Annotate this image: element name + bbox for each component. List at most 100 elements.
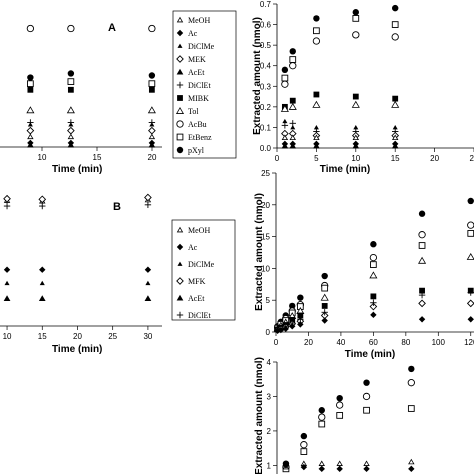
point-diclet <box>289 319 296 327</box>
point-acbu <box>407 379 415 387</box>
point-tol <box>312 100 321 108</box>
x-tick-label: 30 <box>143 332 152 341</box>
point-meoh <box>336 460 343 466</box>
y-tick-label: 0.5 <box>260 41 272 50</box>
point-acet <box>38 295 46 302</box>
legend-label-mibk: MIBK <box>188 94 209 103</box>
panel-a-xticks <box>41 147 153 151</box>
panel-b-ticks: 10 15 20 25 30 <box>3 326 153 341</box>
point-pxyl <box>313 15 320 22</box>
bottom-ticks: 1 2 3 4 <box>267 358 277 470</box>
legend-label-tol: Tol <box>188 107 199 116</box>
point-acbu <box>289 62 297 70</box>
point-etbenz <box>391 21 399 28</box>
legend-b-box <box>171 219 236 321</box>
point-pxyl <box>467 197 474 205</box>
point-etbenz <box>289 56 297 63</box>
legend-b: MeOH Ac DiClMe MFK AcEt DiClEt <box>171 219 236 321</box>
point-diclet <box>39 202 46 210</box>
point-diclme <box>353 125 359 130</box>
panel-top-right: 0 5 10 15 20 25 0.0 0.1 0.2 0.3 0.4 0.5 0.6 0.7 Extra… <box>252 0 474 175</box>
y-tick-label: 0.7 <box>260 0 272 9</box>
point-tol <box>66 106 75 114</box>
point-acet <box>352 142 360 149</box>
x-tick-label: 20 <box>430 154 439 163</box>
legend-marker-meoh <box>176 16 184 23</box>
x-tick-label: 15 <box>391 154 400 163</box>
point-meoh <box>318 460 325 466</box>
point-mibk <box>370 293 377 300</box>
point-ac <box>318 465 325 473</box>
point-etbenz <box>418 242 426 249</box>
point-pxyl <box>297 294 304 301</box>
legend-marker-acet <box>176 294 184 301</box>
legend-label-acet: AcEt <box>188 294 205 303</box>
point-meoh <box>281 134 289 141</box>
x-tick-label: 10 <box>351 154 360 163</box>
panel-a-xlabel: Time (min) <box>52 164 102 175</box>
panel-b-points <box>3 193 152 302</box>
legend-label-ac: Ac <box>188 29 198 38</box>
point-ac <box>300 463 308 471</box>
legend-marker-mibk <box>177 95 183 101</box>
point-tol <box>369 271 378 279</box>
point-meoh <box>289 134 296 141</box>
point-diclme <box>392 125 398 130</box>
point-pxyl <box>318 407 325 414</box>
point-mibk <box>67 86 74 93</box>
point-meoh <box>408 458 415 465</box>
point-pxyl <box>27 74 34 81</box>
point-mibk <box>289 97 296 104</box>
legend-marker-meoh <box>176 226 184 233</box>
legend-label-acet: AcEt <box>188 68 205 77</box>
point-acbu <box>318 413 326 421</box>
x-tick-label: 5 <box>314 154 319 163</box>
legend-marker-ac <box>176 243 184 251</box>
point-mibk <box>392 95 399 102</box>
point-diclme <box>290 125 296 130</box>
panel-a-xtick-label: 15 <box>93 153 102 162</box>
point-pxyl <box>352 9 359 16</box>
point-ac <box>467 316 474 323</box>
point-tol <box>418 256 427 264</box>
point-ac <box>297 321 304 328</box>
legend-label-pxyl: pXyl <box>188 146 205 155</box>
point-etbenz <box>363 406 370 414</box>
point-tol <box>288 102 297 110</box>
point-pxyl <box>321 272 328 280</box>
point-pxyl <box>148 72 156 79</box>
point-acbu <box>312 37 321 45</box>
legend-marker-acbu <box>176 120 184 128</box>
x-tick-label: 0 <box>275 154 280 163</box>
point-diclet <box>148 119 156 126</box>
point-etbenz <box>352 15 360 22</box>
legend-label-meoh: MeOH <box>188 16 210 25</box>
point-meoh <box>148 133 156 140</box>
point-pxyl <box>418 210 426 217</box>
legend-marker-diclet <box>176 311 184 319</box>
point-pxyl <box>289 48 296 55</box>
y-tick-label: 5 <box>266 296 271 305</box>
point-acbu <box>26 24 35 33</box>
point-diclet <box>297 316 304 323</box>
x-tick-label: 0 <box>274 338 279 347</box>
top-right-ylabel: Extracted amount (nmol) <box>252 17 263 135</box>
point-mibk <box>321 303 328 309</box>
point-diclet <box>418 291 426 299</box>
top-right-ticks: 0 5 10 15 20 25 0.0 0.1 0.2 0.3 0.4 0.5 0.6 0.7 <box>260 0 474 163</box>
panel-a-xtick-label: 20 <box>148 153 157 162</box>
point-mibk <box>352 93 359 100</box>
point-pxyl <box>408 365 415 373</box>
point-ac <box>321 317 328 324</box>
x-tick-label: 60 <box>369 338 378 347</box>
legend-label-etbenz: EtBenz <box>188 133 212 142</box>
mid-right-ticks: 0 20 40 60 80 100 120 0 5 10 15 20 25 <box>261 169 474 347</box>
point-pxyl <box>392 4 399 12</box>
legend-marker-diclet <box>176 81 184 89</box>
panel-a-label: A <box>108 22 116 34</box>
legend-label-meoh: MeOH <box>188 226 210 235</box>
point-acet <box>281 142 289 149</box>
point-diclme <box>313 125 319 130</box>
point-diclet <box>67 119 75 126</box>
